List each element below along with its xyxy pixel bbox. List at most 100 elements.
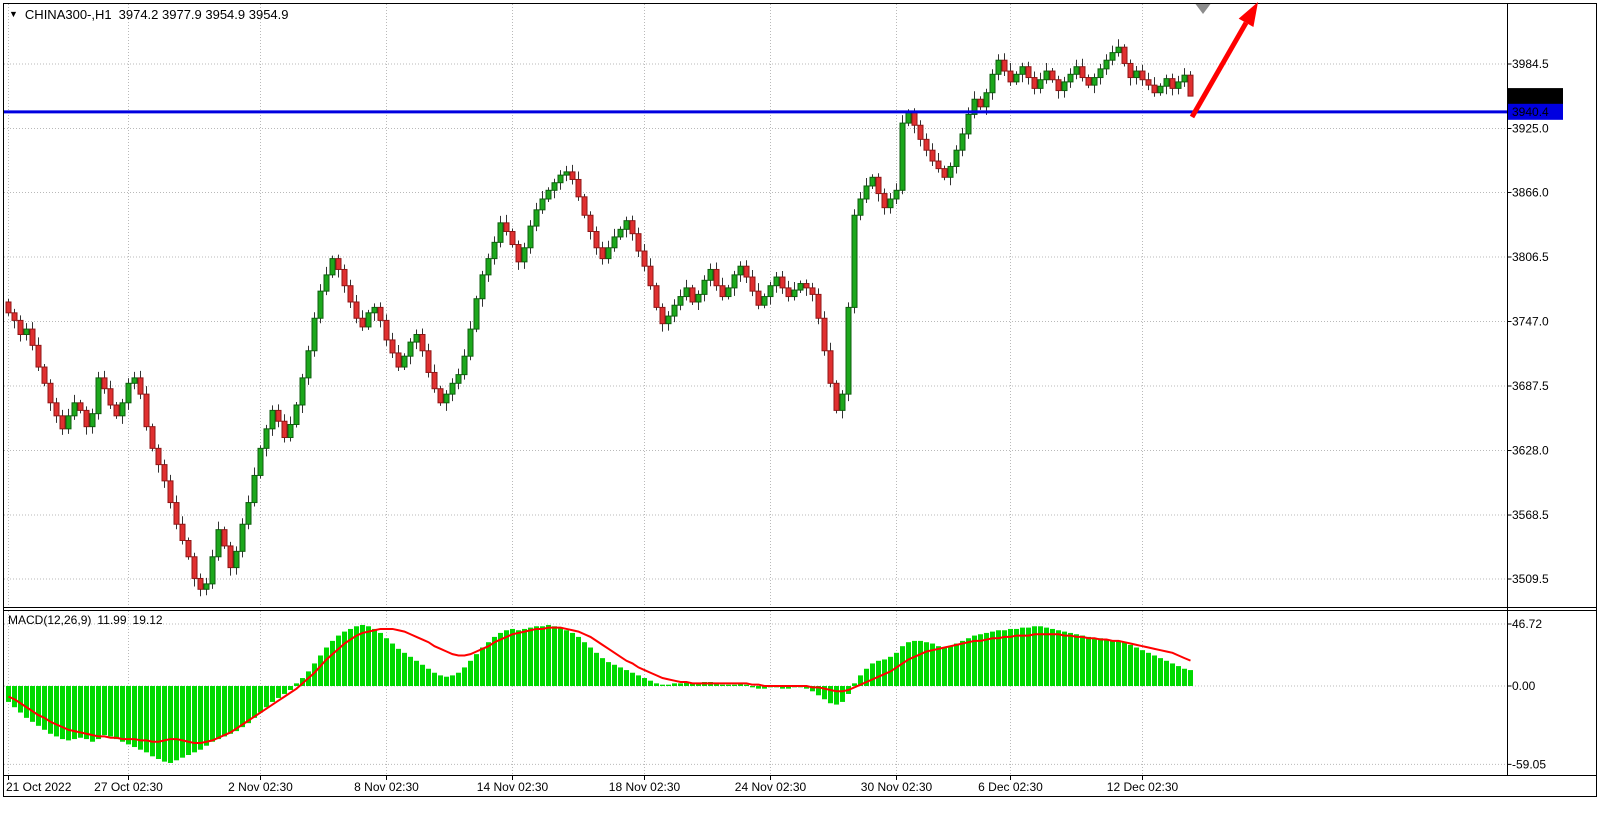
macd-histogram-bar — [258, 686, 263, 713]
time-tick-label: 21 Oct 2022 — [6, 780, 72, 794]
candle-body — [1067, 73, 1074, 83]
macd-histogram-bar — [42, 686, 47, 730]
macd-histogram-bar — [198, 686, 203, 750]
macd-histogram-bar — [174, 686, 179, 761]
one-click-trading-toggle-icon[interactable]: ▼ — [9, 9, 18, 19]
macd-histogram-bar — [726, 684, 731, 686]
candle-body — [1019, 66, 1026, 75]
macd-histogram-bar — [168, 686, 173, 763]
candle-body — [155, 447, 162, 466]
macd-histogram-bar — [90, 686, 95, 742]
macd-histogram-bar — [462, 667, 467, 686]
candle-body — [419, 334, 426, 352]
candle-body — [899, 122, 906, 191]
candle-body — [1157, 85, 1164, 94]
macd-histogram-bar — [756, 686, 761, 689]
macd-histogram-bar — [342, 631, 347, 686]
macd-histogram-bar — [102, 686, 107, 736]
trend-arrow-head[interactable] — [1238, 2, 1258, 28]
macd-histogram-bar — [30, 686, 35, 722]
candle-body — [905, 111, 912, 124]
macd-histogram-bar — [894, 652, 899, 686]
candle-body — [749, 276, 756, 292]
candle-body — [983, 92, 990, 108]
macd-tick-label: -59.05 — [1512, 757, 1546, 771]
candle-body — [737, 265, 744, 276]
candle-body — [329, 258, 336, 276]
macd-histogram-bar — [1098, 638, 1103, 686]
candle-body — [641, 250, 648, 267]
macd-histogram-bar — [906, 642, 911, 686]
macd-histogram-bar — [762, 686, 767, 689]
price-axis[interactable]: 3984.5 3925.0 3866.0 3806.5 3747.0 3687.5 3628… — [1507, 57, 1550, 771]
macd-histogram-bar — [1026, 627, 1031, 686]
macd-histogram-bar — [1080, 635, 1085, 686]
macd-histogram-bar — [1008, 628, 1013, 686]
macd-histogram-bar — [528, 627, 533, 686]
macd-histogram-bar — [204, 686, 209, 746]
price-tick-label: 3747.0 — [1512, 314, 1549, 328]
candle-body — [515, 244, 522, 263]
candle-body — [59, 415, 66, 430]
candle-body — [179, 523, 186, 542]
macd-histogram-bar — [738, 683, 743, 686]
indicator-signal-value: 19.12 — [132, 613, 163, 627]
macd-histogram-bar — [498, 632, 503, 686]
macd-layer — [6, 624, 1193, 763]
time-axis[interactable]: 21 Oct 2022 27 Oct 02:30 2 Nov 02:30 8 Nov … — [6, 775, 1179, 795]
candle-body — [569, 171, 576, 180]
macd-histogram-bar — [612, 664, 617, 686]
macd-histogram-bar — [456, 672, 461, 686]
macd-histogram-bar — [1146, 652, 1151, 686]
price-tick-label: 3568.5 — [1512, 508, 1549, 522]
macd-histogram-bar — [912, 640, 917, 686]
candle-body — [1097, 68, 1104, 79]
macd-histogram-bar — [186, 686, 191, 756]
candle-body — [383, 319, 390, 341]
candle-body — [365, 312, 372, 328]
macd-histogram-bar — [978, 634, 983, 686]
candle-body — [971, 98, 978, 115]
candle-body — [893, 189, 900, 200]
candle-body — [593, 231, 600, 249]
macd-histogram-bar — [1134, 647, 1139, 686]
candle-body — [929, 149, 936, 162]
chart-frame-border — [3, 3, 1597, 797]
candle-body — [41, 366, 48, 384]
macd-histogram-bar — [210, 686, 215, 742]
macd-histogram-bar — [1056, 630, 1061, 686]
candle-body — [509, 231, 516, 246]
candle-body — [455, 374, 462, 384]
candle-body — [221, 529, 228, 547]
candle-body — [95, 377, 102, 415]
macd-histogram-bar — [264, 686, 269, 708]
candle-body — [143, 393, 150, 428]
chart-shift-marker-icon[interactable] — [1195, 4, 1211, 14]
macd-histogram-bar — [804, 686, 809, 689]
macd-histogram-bar — [834, 686, 839, 705]
candle-body — [995, 59, 1002, 75]
candle-body — [863, 185, 870, 200]
candle-body — [353, 301, 360, 319]
candle-body — [1175, 81, 1182, 89]
candle-body — [413, 334, 420, 343]
macd-histogram-bar — [372, 628, 377, 686]
frame-layer — [3, 3, 1597, 797]
macd-histogram-bar — [450, 675, 455, 686]
macd-histogram-bar — [546, 624, 551, 686]
macd-histogram-bar — [936, 646, 941, 686]
symbol-timeframe-label: CHINA300-,H1 — [24, 7, 112, 22]
chart-title-bar: ▼ CHINA300-,H1 3974.2 3977.9 3954.9 3954… — [9, 7, 289, 22]
macd-histogram-bar — [138, 686, 143, 750]
macd-histogram-bar — [156, 686, 161, 759]
macd-histogram-bar — [576, 636, 581, 686]
macd-histogram-bar — [12, 686, 17, 708]
macd-histogram-bar — [1014, 628, 1019, 686]
candle-body — [107, 388, 114, 406]
candle-body — [701, 279, 708, 295]
trend-arrow-shaft[interactable] — [1189, 21, 1249, 119]
candle-body — [35, 344, 42, 368]
macd-histogram-bar — [852, 683, 857, 686]
candle-body — [917, 124, 924, 140]
